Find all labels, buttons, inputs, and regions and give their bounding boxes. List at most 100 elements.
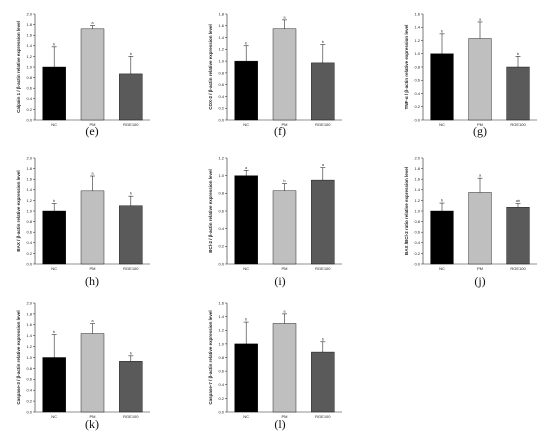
y-tick-label: 1.0: [26, 64, 32, 69]
x-tick-label: RGE100: [123, 122, 139, 127]
y-tick-label: 0.6: [414, 78, 420, 83]
significance-label: a: [283, 308, 286, 313]
y-tick-label: 1.4: [218, 314, 224, 319]
y-tick-label: 1.8: [218, 11, 224, 16]
y-tick-label: 1.8: [26, 166, 32, 171]
x-tick-label: NC: [51, 266, 57, 271]
y-tick-label: 1.0: [26, 355, 32, 360]
y-tick-label: 2.0: [26, 300, 32, 305]
y-tick-label: 0.8: [26, 75, 32, 80]
significance-label: a: [91, 318, 94, 323]
bar: [468, 192, 492, 265]
bar: [430, 53, 454, 121]
bar: [272, 323, 297, 413]
x-tick-label: RGE100: [315, 122, 331, 127]
y-tick-label: 0.0: [26, 409, 32, 414]
y-tick-label: 1.0: [218, 173, 224, 178]
bar: [119, 73, 143, 121]
significance-label: a: [322, 162, 325, 167]
bar: [430, 210, 454, 265]
bar: [272, 28, 297, 121]
y-tick-label: 0.0: [218, 409, 224, 414]
significance-label: b: [130, 350, 133, 355]
x-tick-label: RGE100: [510, 122, 526, 127]
bar: [42, 66, 66, 121]
bar: [272, 190, 297, 265]
y-tick-label: 0.8: [218, 355, 224, 360]
y-tick-label: 1.2: [218, 155, 224, 160]
y-axis-label: Calpain 1 / β-actin relative expression …: [16, 21, 21, 113]
y-tick-label: 1.6: [414, 177, 420, 182]
y-axis-label: Caspase-3 / β-actin relative expression …: [16, 310, 21, 404]
y-tick-label: 0.2: [26, 399, 32, 404]
y-tick-label: 0.8: [218, 191, 224, 196]
significance-label: b: [245, 317, 248, 322]
y-axis-label: COX-2 / β-actin relative expression leve…: [208, 24, 213, 110]
y-tick-label: 0.8: [26, 219, 32, 224]
significance-label: b: [53, 329, 56, 334]
bar: [234, 343, 258, 413]
y-tick-label: 1.2: [26, 344, 32, 349]
y-tick-label: 0.0: [218, 117, 224, 122]
chart-panel: 0.0 0.2 0.4 0.6 0.8 1.0 1.2 1.4 1.6 1.8 COX-2 / β-…: [208, 11, 342, 138]
panel-label: (k): [85, 417, 99, 431]
y-tick-label: 0.2: [218, 396, 224, 401]
significance-label: b: [283, 178, 286, 183]
chart-panel: 0.0 0.2 0.4 0.6 0.8 1.0 1.2 1.4 1.6 1.8 2.0 BAX / β…: [16, 155, 150, 288]
panel-label: (i): [274, 274, 285, 288]
x-tick-label: PM: [477, 266, 483, 271]
significance-label: b: [245, 40, 248, 45]
y-tick-label: 1.2: [414, 198, 420, 203]
significance-label: b: [322, 39, 325, 44]
bar: [468, 38, 492, 121]
y-tick-label: 0.8: [218, 70, 224, 75]
panel-label: (j): [474, 274, 485, 288]
y-tick-label: 1.8: [26, 311, 32, 316]
y-tick-label: 0.0: [26, 261, 32, 266]
y-tick-label: 1.4: [26, 333, 32, 338]
chart-panel: 0.0 0.2 0.4 0.6 0.8 1.0 1.2 1.4 1.6 TNF-α / β-act…: [404, 11, 537, 138]
y-tick-label: 1.6: [26, 322, 32, 327]
y-tick-label: 1.4: [414, 187, 420, 192]
x-tick-label: PM: [477, 122, 483, 127]
y-tick-label: 0.4: [218, 94, 224, 99]
y-tick-label: 1.2: [26, 198, 32, 203]
x-tick-label: NC: [439, 122, 445, 127]
x-tick-label: RGE100: [510, 266, 526, 271]
x-tick-label: NC: [439, 266, 445, 271]
x-tick-label: RGE100: [123, 414, 139, 419]
y-tick-label: 0.6: [26, 230, 32, 235]
panel-label: (e): [85, 124, 98, 138]
chart-panel: 0.0 0.2 0.4 0.6 0.8 1.0 1.2 BCl-2 / β-actin rel…: [208, 155, 342, 288]
panel-label: (l): [274, 417, 285, 431]
significance-label: b: [53, 198, 56, 203]
bar: [42, 357, 66, 413]
y-axis-label: BAX /BCl-2 ratio relative expression lev…: [404, 167, 409, 255]
bar: [506, 207, 530, 265]
bar: [119, 361, 143, 413]
x-tick-label: RGE100: [123, 266, 139, 271]
y-tick-label: 0.2: [414, 104, 420, 109]
bar: [42, 210, 66, 265]
y-tick-label: 1.0: [218, 341, 224, 346]
y-tick-label: 1.4: [26, 187, 32, 192]
x-tick-label: PM: [282, 414, 288, 419]
chart-panel: 0.0 0.2 0.4 0.6 0.8 1.0 1.2 1.4 1.6 1.8 2.0 Calpain…: [16, 11, 150, 138]
y-axis-label: BCl-2 / β-actin relative expression leve…: [208, 169, 213, 253]
y-tick-label: 0.2: [26, 107, 32, 112]
y-tick-label: 0.4: [218, 382, 224, 387]
y-tick-label: 1.6: [218, 300, 224, 305]
x-tick-label: NC: [243, 122, 249, 127]
y-tick-label: 0.4: [414, 91, 420, 96]
chart-panel: 0.0 0.2 0.4 0.6 0.8 1.0 1.2 1.4 1.6 1.8 2.0 Caspase…: [16, 300, 150, 431]
significance-label: b: [130, 51, 133, 56]
bar: [119, 205, 143, 265]
y-tick-label: 1.0: [218, 59, 224, 64]
x-tick-label: PM: [90, 122, 96, 127]
significance-label: a: [479, 16, 482, 21]
y-tick-label: 0.6: [26, 377, 32, 382]
x-tick-label: PM: [282, 266, 288, 271]
x-tick-label: PM: [282, 122, 288, 127]
x-tick-label: PM: [90, 414, 96, 419]
